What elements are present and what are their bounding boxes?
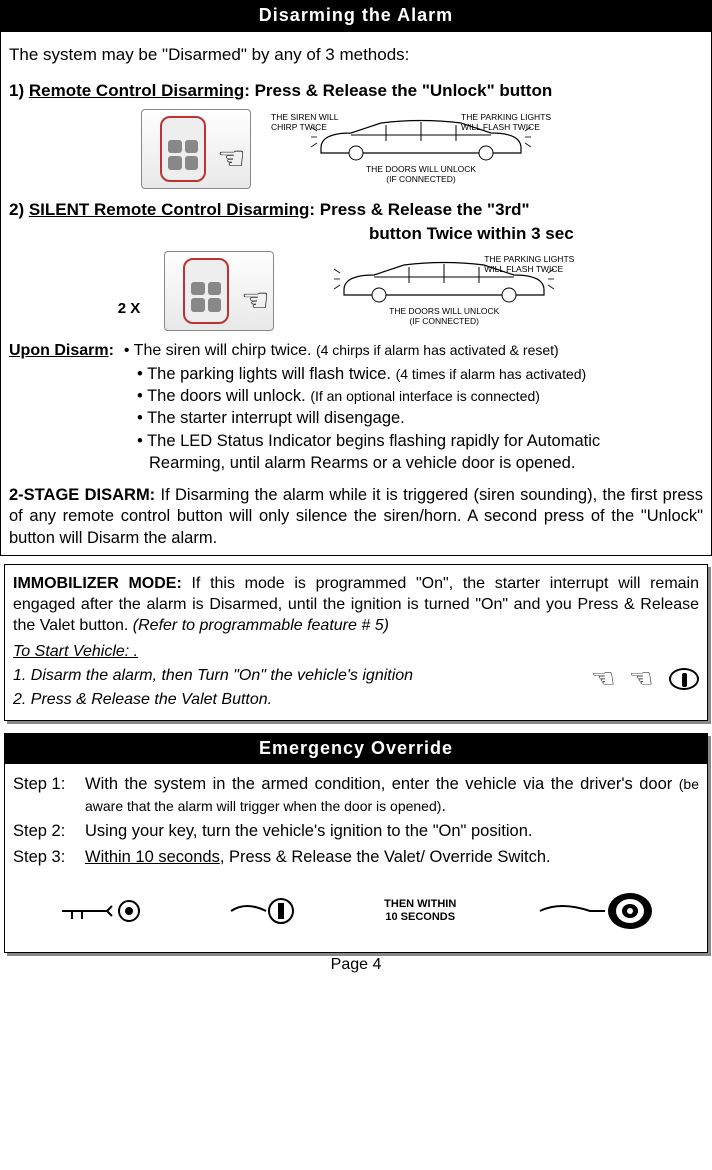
section-header-disarming: Disarming the Alarm <box>0 0 712 31</box>
pointing-hand-icon: ☞ <box>241 280 270 322</box>
car-figure-2: THE PARKING LIGHTS WILL FLASH TWICE THE … <box>294 255 594 326</box>
step-row-2: Step 2: Using your key, turn the vehicle… <box>13 821 699 842</box>
pointing-hand-icon: ☞ <box>217 138 246 180</box>
step3-underline: Within 10 seconds <box>85 848 220 866</box>
method2-line2: button Twice within 3 sec <box>9 223 703 245</box>
two-stage-label: 2-STAGE DISARM: <box>9 486 161 504</box>
to-start-heading: To Start Vehicle: . <box>13 642 699 663</box>
diagram-row-2: 2 X ☞ THE PARKING LIGHTS WILL FLASH TWIC… <box>9 251 703 331</box>
method1-rest: : Press & Release the "Unlock" button <box>244 81 552 100</box>
upon-text: • The parking lights will flash twice. <box>137 365 396 383</box>
to-start-step1: 1. Disarm the alarm, then Turn "On" the … <box>13 667 413 684</box>
hand-icon: ☞ <box>594 662 617 696</box>
step3-text: Within 10 seconds, Press & Release the V… <box>85 847 699 868</box>
car-figure-1: THE SIREN WILL CHIRP TWICE THE PARKING L… <box>271 113 571 184</box>
method2-num: 2) <box>9 200 29 219</box>
step-text-part: , Press & Release the Valet/ Override Sw… <box>220 848 551 866</box>
upon-first-item: • The siren will chirp twice. (4 chirps … <box>124 341 559 362</box>
label-line: CHIRP TWICE <box>271 123 381 132</box>
step2-text: Using your key, turn the vehicle's ignit… <box>85 821 699 842</box>
ignition-icon <box>669 668 699 690</box>
immob-label: IMMOBILIZER MODE: <box>13 575 191 592</box>
hand-valet-icon <box>535 886 655 936</box>
two-x-label: 2 X <box>118 299 141 331</box>
method2-rest2: button Twice within 3 sec <box>369 224 574 243</box>
upon-text: • The doors will unlock. <box>137 387 310 405</box>
emergency-wrapper: Emergency Override Step 1: With the syst… <box>4 733 708 953</box>
upon-text: • The starter interrupt will disengage. <box>137 408 703 429</box>
step-row-3: Step 3: Within 10 seconds, Press & Relea… <box>13 847 699 868</box>
disarming-box: The system may be "Disarmed" by any of 3… <box>0 31 712 556</box>
step1-label: Step 1: <box>13 774 85 817</box>
car-label-doors: THE DOORS WILL UNLOCK (IF CONNECTED) <box>271 165 571 184</box>
page-number: Page 4 <box>0 955 712 976</box>
upon-disarm-label: Upon Disarm <box>9 342 109 359</box>
car-label-siren: THE SIREN WILL CHIRP TWICE <box>271 113 381 132</box>
hand-ignition-icon <box>226 891 306 931</box>
mini-icons: ☞ ☞ <box>594 662 699 696</box>
two-stage-disarm: 2-STAGE DISARM: If Disarming the alarm w… <box>9 485 703 549</box>
immobilizer-box: IMMOBILIZER MODE: If this mode is progra… <box>4 564 708 721</box>
section-header-emergency: Emergency Override <box>4 733 708 764</box>
step1-text: With the system in the armed condition, … <box>85 774 699 817</box>
label-line: (IF CONNECTED) <box>271 175 571 184</box>
label-line: WILL FLASH TWICE <box>484 265 594 274</box>
upon-note: (If an optional interface is connected) <box>310 388 540 404</box>
remote-figure-1: ☞ <box>141 109 251 189</box>
method1-num: 1) <box>9 81 29 100</box>
label-line: (IF CONNECTED) <box>294 317 594 326</box>
upon-note: (4 times if alarm has activated) <box>396 366 587 382</box>
step-row-1: Step 1: With the system in the armed con… <box>13 774 699 817</box>
upon-colon: : <box>109 342 114 359</box>
step2-label: Step 2: <box>13 821 85 842</box>
remote-figure-2: ☞ <box>164 251 274 331</box>
label-line: WILL FLASH TWICE <box>461 123 571 132</box>
immob-ref: (Refer to programmable feature # 5) <box>133 617 389 634</box>
step3-label: Step 3: <box>13 847 85 868</box>
upon-note: (4 chirps if alarm has activated & reset… <box>316 342 559 358</box>
method1-u: Remote Control Disarming <box>29 81 244 100</box>
car-label-doors: THE DOORS WILL UNLOCK (IF CONNECTED) <box>294 307 594 326</box>
override-icons-row: THEN WITHIN 10 SECONDS <box>23 886 689 936</box>
intro-text: The system may be "Disarmed" by any of 3… <box>9 44 703 66</box>
method2-title: 2) SILENT Remote Control Disarming: Pres… <box>9 199 703 221</box>
upon-text: • The LED Status Indicator begins flashi… <box>137 431 703 452</box>
car-label-lights: THE PARKING LIGHTS WILL FLASH TWICE <box>484 255 594 274</box>
upon-text: Rearming, until alarm Rearms or a vehicl… <box>137 453 703 474</box>
label-line: 10 SECONDS <box>384 911 456 924</box>
method2-u: SILENT Remote Control Disarming <box>29 200 310 219</box>
step-text-part: With the system in the armed condition, … <box>85 775 679 793</box>
label-line: THEN WITHIN <box>384 898 456 911</box>
emergency-box: Step 1: With the system in the armed con… <box>4 764 708 953</box>
car-label-lights: THE PARKING LIGHTS WILL FLASH TWICE <box>461 113 571 132</box>
method2-rest: : Press & Release the "3rd" <box>309 200 529 219</box>
upon-disarm-list: • The parking lights will flash twice. (… <box>137 364 703 475</box>
hand-key-icon <box>57 891 147 931</box>
method1-title: 1) Remote Control Disarming: Press & Rel… <box>9 80 703 102</box>
step-text-part: . <box>441 797 446 815</box>
hand-icon: ☞ <box>632 662 655 696</box>
upon-disarm-row: Upon Disarm: • The siren will chirp twic… <box>9 341 703 362</box>
then-within-label: THEN WITHIN 10 SECONDS <box>384 898 456 924</box>
diagram-row-1: ☞ THE SIREN WILL CHIRP TWICE THE PARKING… <box>9 109 703 189</box>
remote-buttons-icon <box>168 140 198 170</box>
upon-text: • The siren will chirp twice. <box>124 342 316 359</box>
remote-buttons-icon <box>191 282 221 312</box>
